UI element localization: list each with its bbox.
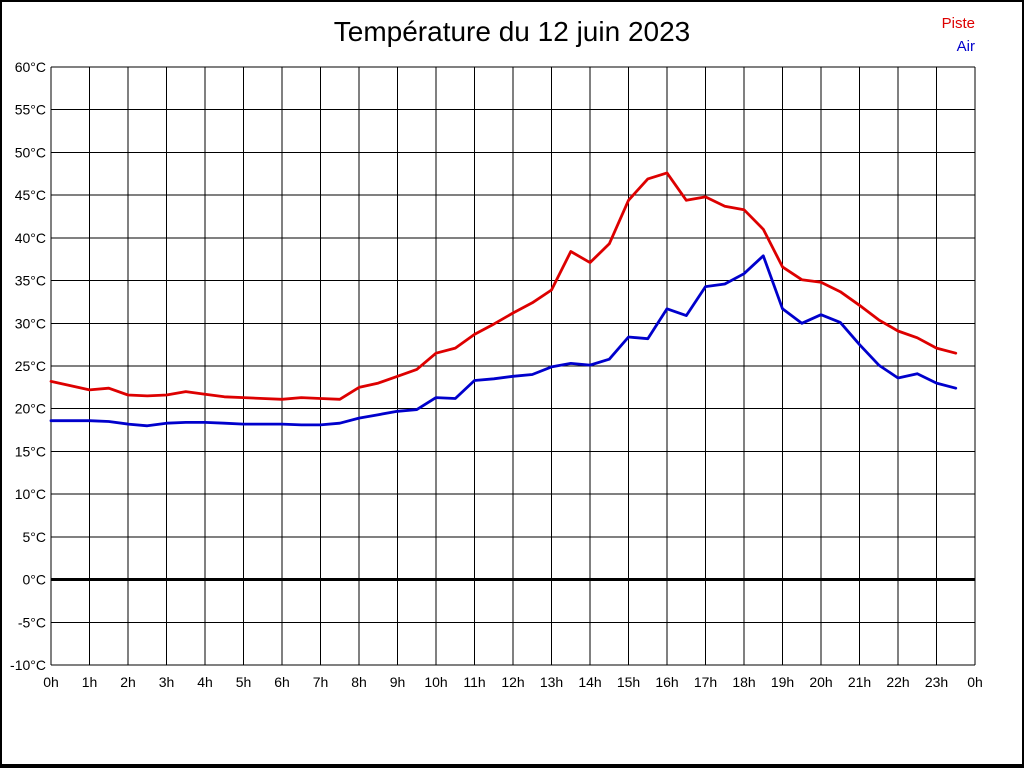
x-tick-label: 13h <box>540 674 563 690</box>
x-tick-label: 1h <box>82 674 98 690</box>
x-tick-label: 9h <box>390 674 406 690</box>
y-tick-label: 55°C <box>15 102 46 118</box>
x-tick-label: 20h <box>809 674 832 690</box>
x-tick-label: 16h <box>655 674 678 690</box>
x-tick-label: 14h <box>578 674 601 690</box>
x-tick-label: 4h <box>197 674 213 690</box>
x-tick-label: 22h <box>886 674 909 690</box>
y-tick-label: 0°C <box>23 572 47 588</box>
y-tick-label: 50°C <box>15 144 46 160</box>
series-line-piste <box>49 171 958 401</box>
x-tick-label: 5h <box>236 674 252 690</box>
x-tick-label: 10h <box>424 674 447 690</box>
y-tick-label: 40°C <box>15 230 46 246</box>
x-tick-label: 0h <box>43 674 59 690</box>
y-tick-label: 25°C <box>15 358 46 374</box>
x-tick-label: 11h <box>463 674 485 690</box>
y-tick-label: -10°C <box>10 657 46 673</box>
chart-legend: Piste Air <box>942 12 975 58</box>
series-line-air <box>49 254 958 428</box>
y-tick-label: -5°C <box>18 614 46 630</box>
x-tick-label: 6h <box>274 674 290 690</box>
x-tick-label: 0h <box>967 674 983 690</box>
y-tick-label: 5°C <box>23 529 47 545</box>
x-tick-label: 2h <box>120 674 136 690</box>
y-tick-label: 30°C <box>15 315 46 331</box>
y-tick-label: 15°C <box>15 443 46 459</box>
legend-item-air: Air <box>956 38 975 55</box>
x-tick-label: 23h <box>925 674 948 690</box>
chart-title: Température du 12 juin 2023 <box>333 16 691 47</box>
x-tick-label: 3h <box>159 674 175 690</box>
y-tick-label: 60°C <box>15 59 46 75</box>
x-tick-label: 15h <box>617 674 640 690</box>
y-tick-label: 20°C <box>15 401 46 417</box>
x-tick-label: 18h <box>732 674 755 690</box>
y-tick-label: 10°C <box>15 486 46 502</box>
x-tick-label: 12h <box>501 674 524 690</box>
x-tick-label: 17h <box>694 674 717 690</box>
x-tick-label: 19h <box>771 674 794 690</box>
y-tick-label: 45°C <box>15 187 46 203</box>
x-tick-label: 7h <box>313 674 329 690</box>
y-tick-label: 35°C <box>15 273 46 289</box>
x-tick-label: 8h <box>351 674 367 690</box>
x-tick-label: 21h <box>848 674 871 690</box>
legend-item-piste: Piste <box>941 15 975 32</box>
